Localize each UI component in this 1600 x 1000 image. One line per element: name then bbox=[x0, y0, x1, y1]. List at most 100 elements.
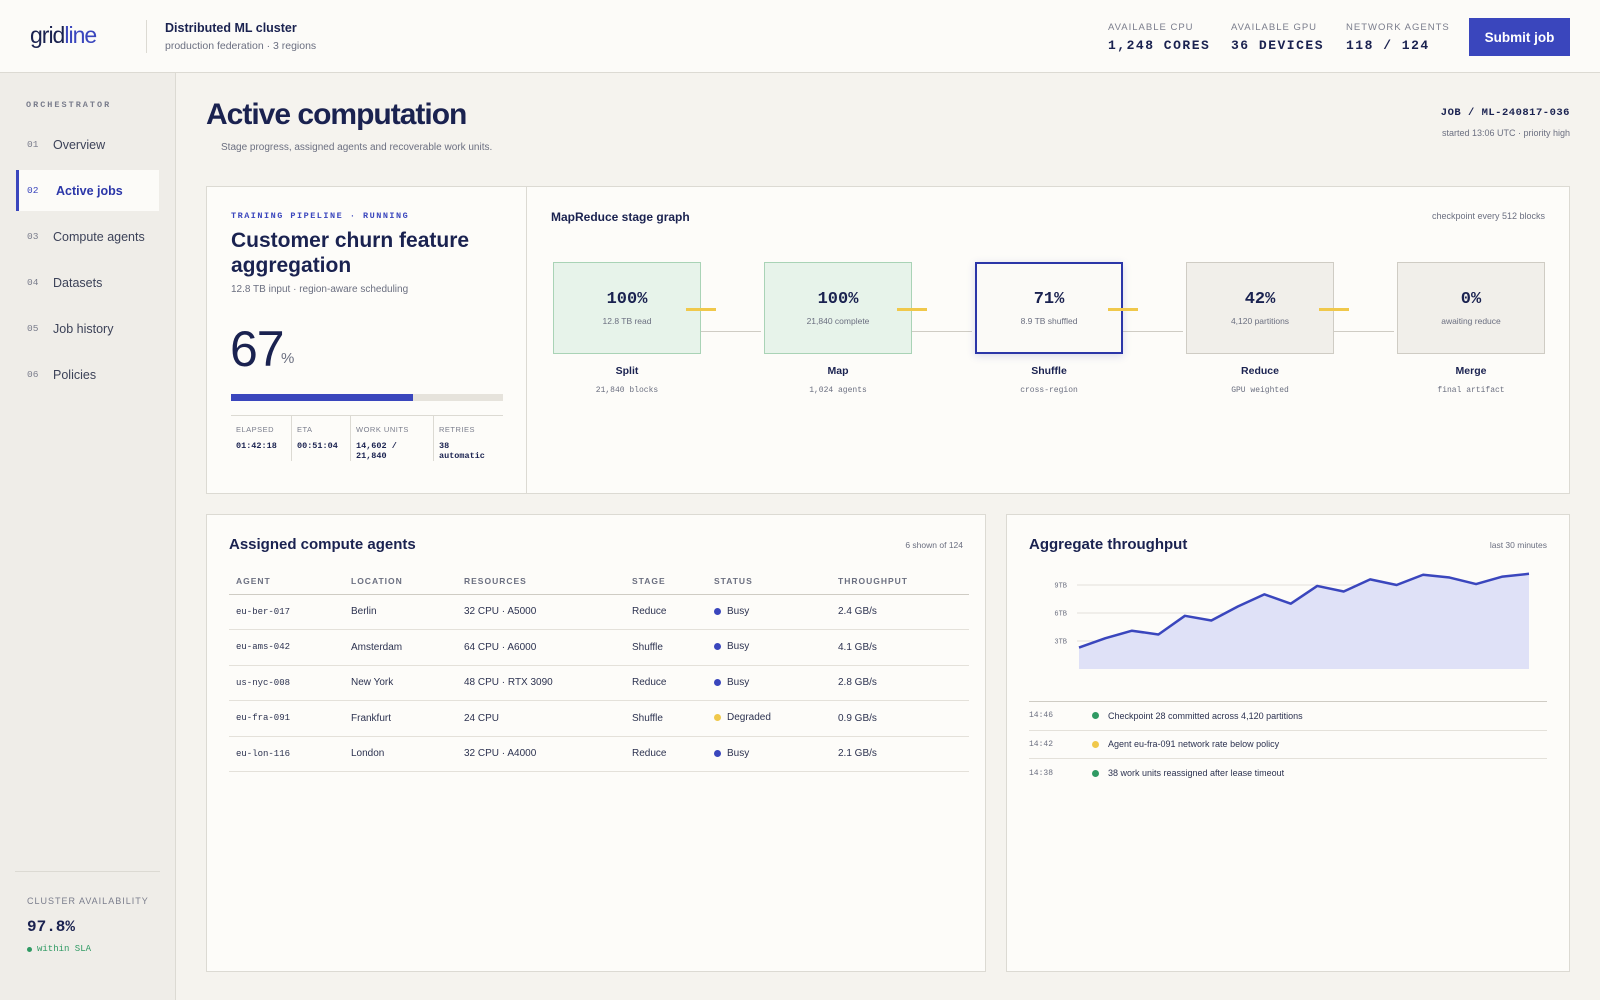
status-cell: Busy bbox=[707, 736, 831, 772]
location-cell: Frankfurt bbox=[344, 700, 457, 737]
throughput-line bbox=[1078, 572, 1530, 649]
table-row[interactable]: eu-fra-091 Frankfurt 24 CPU Shuffle Degraded… bbox=[229, 700, 969, 737]
location-cell: Berlin bbox=[344, 594, 457, 630]
event-message: 38 work units reassigned after lease tim… bbox=[1108, 768, 1285, 779]
top-header: gridline Distributed ML cluster producti… bbox=[0, 0, 1600, 73]
stage-name: Shuffle bbox=[1031, 365, 1067, 377]
status-cell: Busy bbox=[707, 594, 831, 630]
stage-percent: 42% bbox=[1244, 290, 1276, 309]
stage-cell: Reduce bbox=[625, 665, 707, 701]
job-kicker: TRAINING PIPELINE · RUNNING bbox=[231, 211, 410, 221]
metric-retries: RETRIES 38 automatic bbox=[434, 416, 503, 461]
event-status-dot bbox=[1092, 769, 1099, 777]
stage-percent: 100% bbox=[606, 290, 648, 309]
throughput-cell: 2.8 GB/s bbox=[831, 665, 969, 701]
stage-name: Merge bbox=[1455, 365, 1487, 377]
agent-id-cell: eu-ams-042 bbox=[229, 629, 344, 666]
nav-number: 06 bbox=[27, 369, 39, 380]
stage-reduce[interactable]: 42% 4,120 partitions bbox=[1186, 262, 1334, 354]
stat-value: 1,248 CORES bbox=[1108, 38, 1211, 53]
event-item[interactable]: 14:38 38 work units reassigned after leas… bbox=[1029, 759, 1547, 788]
event-status-dot bbox=[1092, 712, 1099, 720]
status-badge: Busy bbox=[714, 606, 749, 617]
col-resources[interactable]: RESOURCES bbox=[457, 569, 625, 595]
status-text: Degraded bbox=[727, 712, 771, 724]
stage-progress-marker bbox=[897, 308, 927, 311]
cluster-title: Distributed ML cluster bbox=[165, 21, 297, 35]
throughput-cell: 0.9 GB/s bbox=[831, 700, 969, 737]
stage-split[interactable]: 100% 12.8 TB read bbox=[553, 262, 701, 354]
job-metrics: ELAPSED 01:42:18 ETA 00:51:04 WORK UNITS… bbox=[231, 415, 503, 461]
gridline-logo[interactable]: gridline bbox=[30, 22, 97, 49]
stage-name: Reduce bbox=[1241, 365, 1279, 377]
sidebar: ORCHESTRATOR 01 Overview 02 Active jobs … bbox=[0, 73, 176, 1000]
location-cell: Amsterdam bbox=[344, 629, 457, 666]
col-throughput[interactable]: THROUGHPUT bbox=[831, 569, 969, 595]
agents-count-note: 6 shown of 124 bbox=[905, 540, 963, 550]
stage-connector bbox=[698, 331, 761, 332]
metric-label: ELAPSED bbox=[236, 425, 275, 434]
resources-cell: 48 CPU · RTX 3090 bbox=[457, 665, 625, 701]
metric-label: RETRIES bbox=[439, 425, 476, 434]
stat-available-gpu: AVAILABLE GPU 36 DEVICES bbox=[1231, 22, 1324, 53]
stage-meta: 1,024 agents bbox=[809, 386, 867, 395]
nav-label: Compute agents bbox=[53, 229, 145, 244]
stage-detail: 4,120 partitions bbox=[1230, 316, 1290, 326]
stage-cell: Reduce bbox=[625, 594, 707, 630]
stage-merge[interactable]: 0% awaiting reduce bbox=[1397, 262, 1545, 354]
page-title: Active computation bbox=[206, 98, 467, 131]
table-row[interactable]: eu-ams-042 Amsterdam 64 CPU · A6000 Shuffle… bbox=[229, 629, 969, 666]
stat-network-agents: NETWORK AGENTS 118 / 124 bbox=[1346, 22, 1450, 53]
submit-job-button[interactable]: Submit job bbox=[1469, 18, 1570, 56]
agent-id-cell: eu-fra-091 bbox=[229, 700, 344, 737]
sidebar-divider bbox=[15, 871, 160, 872]
status-text: Busy bbox=[727, 747, 750, 759]
stage-percent: 100% bbox=[817, 290, 859, 309]
resources-cell: 24 CPU bbox=[457, 700, 625, 737]
stage-graph-note: checkpoint every 512 blocks bbox=[1431, 211, 1545, 221]
sidebar-item-overview[interactable]: 01 Overview bbox=[16, 124, 159, 165]
col-status[interactable]: STATUS bbox=[707, 569, 831, 595]
sidebar-item-policies[interactable]: 06 Policies bbox=[16, 354, 159, 395]
metric-value: 00:51:04 bbox=[297, 441, 338, 451]
throughput-cell: 2.4 GB/s bbox=[831, 594, 969, 630]
location-cell: London bbox=[344, 736, 457, 772]
metric-value: 01:42:18 bbox=[236, 441, 277, 451]
sidebar-item-compute-agents[interactable]: 03 Compute agents bbox=[16, 216, 159, 257]
metric-work-units: WORK UNITS 14,602 / 21,840 bbox=[351, 416, 434, 461]
status-badge: Busy bbox=[714, 748, 749, 759]
status-dot bbox=[714, 714, 721, 722]
nav-label: Policies bbox=[53, 367, 97, 382]
stage-cell: Shuffle bbox=[625, 629, 707, 666]
col-location[interactable]: LOCATION bbox=[344, 569, 457, 595]
stage-shuffle[interactable]: 71% 8.9 TB shuffled bbox=[975, 262, 1123, 354]
stage-connector bbox=[909, 331, 972, 332]
sidebar-item-job-history[interactable]: 05 Job history bbox=[16, 308, 159, 349]
throughput-cell: 2.1 GB/s bbox=[831, 736, 969, 772]
job-meta: started 13:06 UTC · priority high bbox=[1441, 128, 1570, 138]
status-dot bbox=[714, 678, 721, 686]
stat-label: NETWORK AGENTS bbox=[1346, 22, 1450, 33]
status-dot bbox=[714, 607, 721, 615]
table-row[interactable]: eu-ber-017 Berlin 32 CPU · A5000 Reduce Busy… bbox=[229, 594, 969, 630]
stage-cell: Shuffle bbox=[625, 700, 707, 737]
event-item[interactable]: 14:42 Agent eu-fra-091 network rate below… bbox=[1029, 731, 1547, 759]
stage-graph-card: MapReduce stage graph checkpoint every 5… bbox=[526, 186, 1570, 494]
status-text: Busy bbox=[727, 641, 750, 653]
col-stage[interactable]: STAGE bbox=[625, 569, 707, 595]
col-agent[interactable]: AGENT bbox=[229, 569, 344, 595]
job-progress-bar bbox=[231, 394, 503, 401]
event-item[interactable]: 14:46 Checkpoint 28 committed across 4,12… bbox=[1029, 702, 1547, 731]
job-percent: 67 bbox=[230, 321, 285, 377]
resources-cell: 32 CPU · A5000 bbox=[457, 594, 625, 630]
sidebar-item-active-jobs[interactable]: 02 Active jobs bbox=[16, 170, 159, 211]
event-status-dot bbox=[1092, 740, 1099, 748]
table-row[interactable]: us-nyc-008 New York 48 CPU · RTX 3090 Reduc… bbox=[229, 665, 969, 701]
y-tick-label: 3TB bbox=[1054, 639, 1067, 647]
sidebar-item-datasets[interactable]: 04 Datasets bbox=[16, 262, 159, 303]
throughput-card: Aggregate throughput last 30 minutes 9TB… bbox=[1006, 514, 1570, 972]
status-cell: Degraded bbox=[707, 700, 831, 737]
status-cell: Busy bbox=[707, 665, 831, 701]
stage-map[interactable]: 100% 21,840 complete bbox=[764, 262, 912, 354]
table-row[interactable]: eu-lon-116 London 32 CPU · A4000 Reduce Busy… bbox=[229, 736, 969, 772]
